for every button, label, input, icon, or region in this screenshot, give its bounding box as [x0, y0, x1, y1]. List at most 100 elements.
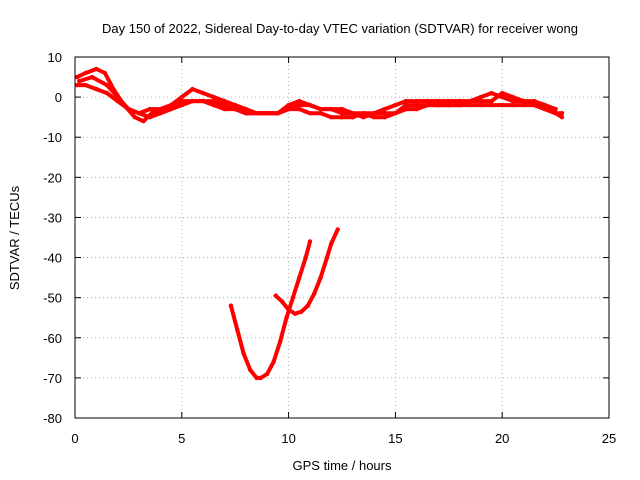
data-point	[147, 115, 152, 120]
data-point	[324, 255, 330, 260]
data-point	[457, 98, 462, 104]
data-point	[435, 98, 441, 104]
y-axis-label: SDTVAR / TECUs	[7, 185, 22, 290]
data-point	[265, 371, 270, 377]
data-point	[510, 94, 516, 100]
data-series	[74, 66, 565, 381]
data-point	[254, 111, 259, 116]
data-point	[248, 367, 253, 373]
data-point	[254, 375, 259, 381]
data-point	[339, 111, 345, 116]
data-point	[335, 227, 340, 232]
data-point	[104, 90, 110, 96]
data-point	[478, 98, 483, 104]
data-point	[286, 106, 291, 112]
data-point	[489, 98, 494, 104]
x-tick-label: 20	[495, 431, 509, 446]
data-point	[468, 102, 473, 108]
data-point	[104, 82, 110, 88]
data-point	[284, 315, 289, 320]
data-point	[361, 115, 366, 120]
data-point	[241, 351, 246, 356]
data-point	[286, 307, 291, 312]
data-point	[329, 115, 334, 120]
data-point	[201, 98, 206, 104]
data-point	[329, 106, 334, 112]
data-point	[179, 102, 184, 108]
y-tick-label: -50	[43, 291, 62, 306]
y-tick-label: -40	[43, 251, 62, 266]
data-point	[179, 94, 184, 100]
data-point	[168, 102, 174, 108]
data-point	[329, 241, 334, 246]
y-tick-label: 0	[55, 90, 62, 105]
data-point	[147, 106, 152, 112]
data-point	[307, 102, 313, 108]
data-point	[559, 115, 565, 120]
data-point	[102, 70, 108, 76]
data-point	[190, 86, 195, 92]
data-point	[478, 102, 483, 108]
x-tick-label: 0	[71, 431, 78, 446]
data-point	[382, 111, 387, 116]
data-point	[233, 102, 238, 108]
data-point	[414, 98, 419, 104]
data-point	[297, 275, 302, 280]
axis-ticks: 0 5 10 15 20 25 10 0 -10 -20 -30 -40 -50 -60 -70 -80	[43, 50, 616, 446]
data-point	[339, 106, 345, 112]
data-point	[489, 90, 494, 96]
data-point	[425, 98, 430, 104]
data-point	[305, 303, 310, 308]
data-point	[371, 111, 377, 116]
data-point	[211, 94, 216, 100]
x-tick-label: 10	[281, 431, 295, 446]
data-point	[361, 111, 366, 116]
data-point	[271, 359, 276, 364]
data-point	[489, 102, 494, 108]
data-point	[510, 98, 516, 104]
data-point	[136, 111, 142, 116]
data-point	[74, 82, 80, 88]
data-point	[132, 115, 137, 120]
data-point	[297, 106, 302, 112]
data-point	[318, 111, 323, 116]
data-point	[446, 98, 451, 104]
y-tick-label: -80	[43, 411, 62, 426]
data-point	[371, 115, 377, 120]
data-point	[468, 98, 473, 104]
data-point	[243, 111, 249, 116]
data-point	[83, 70, 88, 76]
y-tick-label: -10	[43, 130, 62, 145]
series-line-dip-b	[273, 227, 340, 316]
data-point	[211, 102, 216, 108]
data-point	[158, 106, 163, 112]
data-point	[339, 115, 345, 120]
data-point	[382, 106, 387, 112]
data-point	[265, 111, 270, 116]
data-point	[273, 293, 278, 298]
data-point	[286, 102, 291, 108]
data-point	[542, 102, 548, 108]
data-point	[235, 327, 240, 332]
data-point	[350, 111, 355, 116]
data-point	[228, 303, 234, 308]
data-point	[168, 106, 174, 112]
data-point	[89, 74, 95, 80]
data-point	[222, 106, 227, 112]
data-point	[553, 106, 558, 112]
data-point	[457, 102, 462, 108]
data-point	[553, 111, 558, 116]
x-tick-label: 15	[388, 431, 402, 446]
data-point	[290, 295, 296, 300]
data-point	[382, 115, 387, 120]
data-point	[222, 98, 227, 104]
data-point	[435, 102, 441, 108]
data-point	[126, 106, 131, 112]
plot-frame	[74, 56, 610, 419]
grid-lines	[75, 57, 609, 418]
chart-title: Day 150 of 2022, Sidereal Day-to-day VTE…	[102, 21, 578, 36]
data-point	[403, 98, 409, 104]
y-tick-label: -60	[43, 331, 62, 346]
data-point	[275, 111, 281, 116]
data-point	[478, 94, 483, 100]
